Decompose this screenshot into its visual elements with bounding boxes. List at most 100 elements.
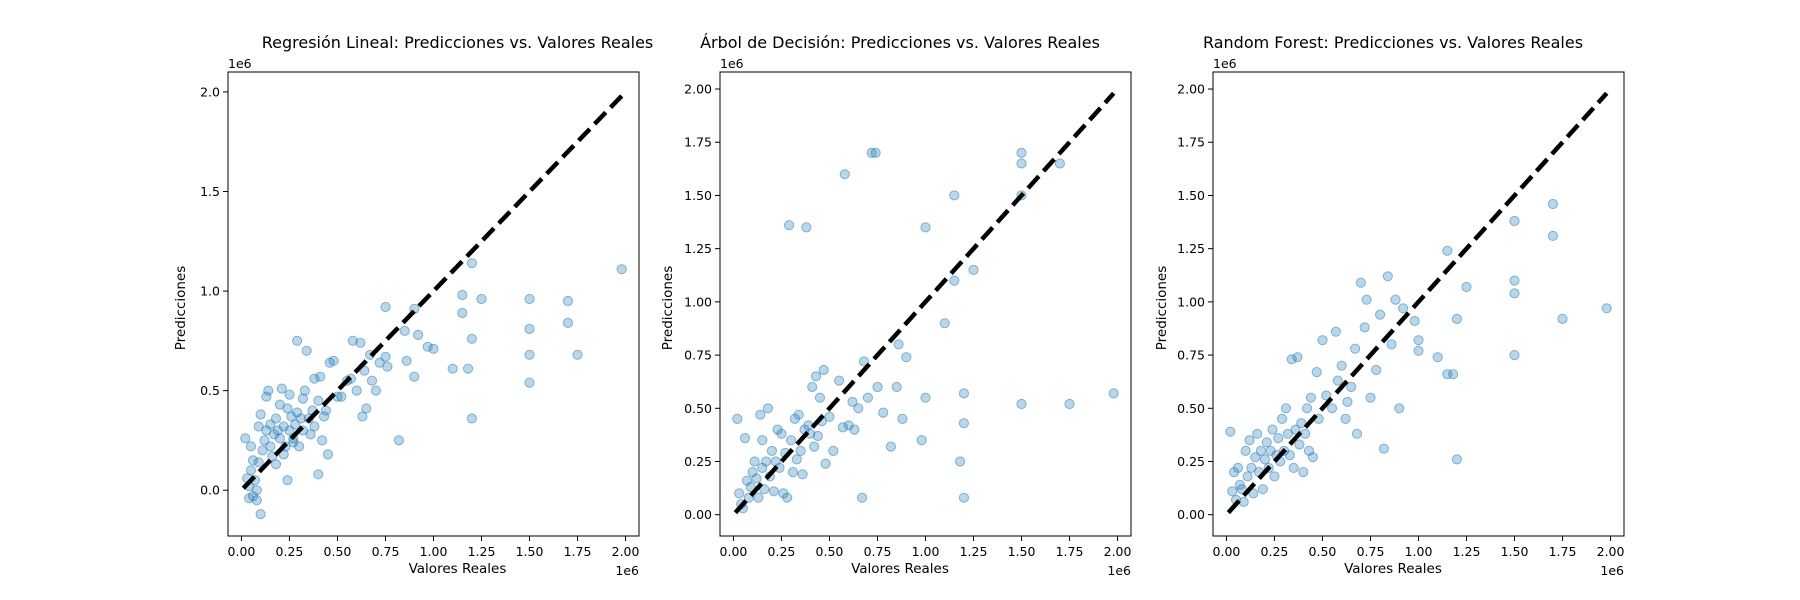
data-point	[572, 349, 583, 360]
data-point	[1284, 450, 1295, 461]
data-point	[1108, 388, 1119, 399]
y-tick-label: 2.0	[200, 84, 220, 99]
y-tick-label: 2.00	[1177, 82, 1205, 97]
data-point	[1557, 313, 1568, 324]
reference-line	[241, 94, 624, 490]
data-point	[524, 293, 535, 305]
reference-line	[733, 91, 1116, 515]
data-point	[768, 486, 779, 497]
data-point	[1317, 335, 1328, 346]
data-point	[1448, 369, 1459, 380]
x-tick-label: 2.00	[1597, 544, 1625, 559]
y-tick-label: 1.0	[200, 284, 220, 299]
data-point	[476, 293, 487, 305]
x-tick-label: 0.25	[768, 544, 796, 559]
x-axis-label: Valores Reales	[851, 561, 949, 577]
data-point	[755, 409, 766, 420]
y-tick-label: 1.00	[684, 294, 712, 309]
scatter-points	[240, 258, 627, 520]
data-point	[761, 456, 772, 467]
data-point	[562, 295, 574, 307]
data-point	[313, 469, 324, 480]
data-point	[301, 345, 312, 356]
data-point	[380, 301, 391, 313]
data-point	[847, 396, 858, 407]
x-tick-label: 0.00	[720, 544, 748, 559]
data-point	[1321, 390, 1332, 401]
data-point	[355, 337, 366, 348]
data-point	[1340, 413, 1351, 424]
data-point	[274, 433, 285, 444]
data-point	[457, 289, 468, 301]
data-point	[336, 391, 347, 402]
data-point	[968, 264, 979, 275]
data-point	[734, 488, 745, 499]
data-point	[328, 355, 339, 366]
data-point	[524, 349, 535, 360]
data-point	[370, 385, 381, 396]
data-point	[759, 484, 770, 495]
data-point	[1365, 392, 1376, 403]
data-point	[457, 307, 468, 319]
data-point	[1296, 418, 1307, 429]
data-point	[1242, 471, 1253, 482]
y-axis-label: Predicciones	[660, 266, 676, 351]
y-axis-label: Predicciones	[1154, 266, 1170, 351]
data-point	[878, 407, 889, 418]
data-point	[447, 363, 458, 374]
data-point	[814, 392, 826, 403]
x-tick-label: 0.50	[1309, 544, 1337, 559]
data-point	[309, 373, 320, 384]
data-point	[797, 469, 808, 480]
data-point	[732, 413, 743, 424]
data-point	[1292, 352, 1303, 363]
data-point	[786, 435, 797, 446]
chart-panel-decision-tree: Árbol de Decisión: Predicciones vs. Valo…	[660, 33, 1132, 578]
x-tick-label: 0.50	[324, 544, 352, 559]
x-tick-label: 1.50	[1008, 544, 1036, 559]
data-point	[299, 385, 310, 396]
data-point	[466, 333, 477, 344]
data-point	[795, 445, 806, 456]
data-point	[351, 385, 362, 396]
data-point	[824, 411, 835, 422]
data-point	[784, 220, 795, 231]
data-point	[837, 422, 849, 433]
data-point	[1336, 360, 1347, 371]
data-point	[1277, 413, 1288, 424]
data-point	[255, 508, 266, 520]
data-point	[1432, 352, 1443, 363]
data-point	[857, 492, 868, 503]
data-point	[251, 485, 262, 496]
data-point	[958, 492, 970, 503]
data-point	[422, 341, 433, 352]
data-point	[1330, 326, 1342, 337]
x-tick-label: 1.50	[516, 544, 544, 559]
x-axis-label: Valores Reales	[409, 561, 507, 577]
data-point	[263, 385, 274, 396]
x-tick-label: 1.00	[1405, 544, 1433, 559]
y-tick-label: 1.25	[1177, 241, 1205, 256]
data-point	[1394, 403, 1405, 414]
x-tick-label: 1.75	[1549, 544, 1577, 559]
data-point	[318, 411, 330, 422]
x-tick-label: 1.25	[960, 544, 988, 559]
data-point	[1302, 403, 1313, 414]
data-point	[292, 407, 303, 418]
data-point	[278, 449, 289, 460]
x-tick-label: 1.75	[1056, 544, 1084, 559]
data-point	[1290, 424, 1301, 435]
data-point	[1064, 398, 1075, 410]
data-point	[382, 361, 393, 372]
x-tick-label: 0.50	[816, 544, 844, 559]
data-point	[1307, 452, 1319, 463]
data-point	[1054, 158, 1066, 169]
data-point	[265, 441, 276, 452]
data-point	[1257, 484, 1269, 495]
data-point	[313, 395, 324, 406]
data-point	[782, 492, 793, 503]
data-point	[1409, 315, 1420, 327]
data-point	[1386, 339, 1397, 350]
chart-title: Regresión Lineal: Predicciones vs. Valor…	[262, 33, 654, 52]
data-point	[1269, 471, 1280, 482]
